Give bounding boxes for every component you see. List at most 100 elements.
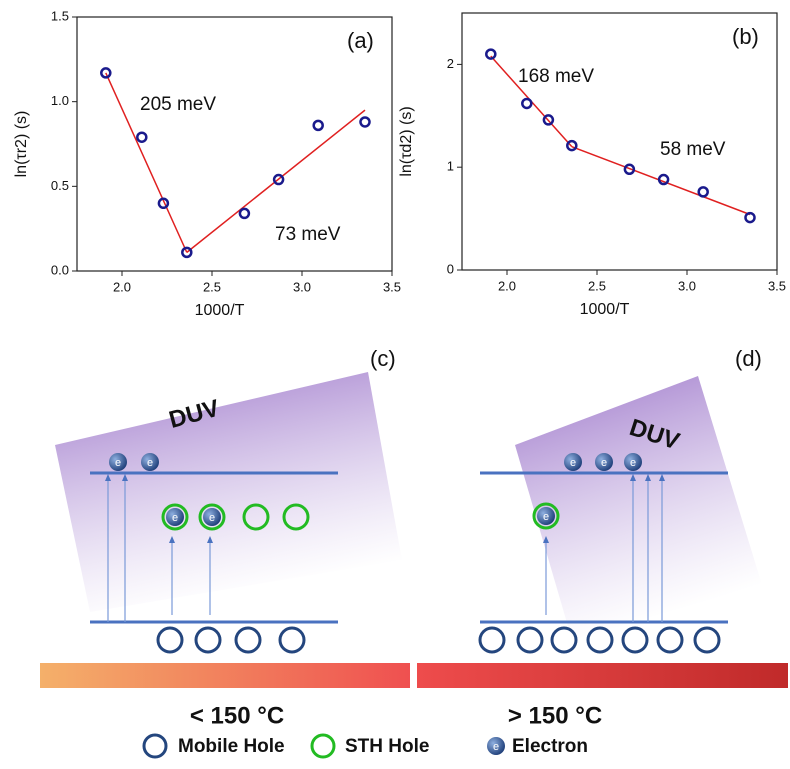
electron-symbol: e xyxy=(115,457,121,469)
data-point xyxy=(657,173,670,186)
duv-beam xyxy=(515,376,762,640)
legend-sth-hole xyxy=(310,733,336,759)
mobile-hole xyxy=(234,626,262,654)
x-tick-label: 3.0 xyxy=(293,279,311,294)
panel-label: (d) xyxy=(735,346,762,371)
sth-hole xyxy=(282,503,310,531)
mobile-hole xyxy=(693,626,721,654)
data-point xyxy=(744,211,756,224)
x-tick-label: 2.5 xyxy=(588,278,606,293)
annotation: 168 meV xyxy=(518,66,594,87)
duv-beam xyxy=(55,372,402,612)
mobile-hole xyxy=(586,626,614,654)
data-point xyxy=(312,119,324,132)
electron-symbol: e xyxy=(570,457,576,469)
data-point xyxy=(136,131,148,143)
data-point xyxy=(272,173,285,186)
fit-line xyxy=(105,72,188,253)
x-tick-label: 2.0 xyxy=(113,279,131,294)
electron xyxy=(203,508,221,526)
annotation: 73 meV xyxy=(275,224,341,245)
sth-hole xyxy=(161,503,189,531)
mobile-hole xyxy=(194,626,222,654)
temperature-bar xyxy=(40,663,410,688)
data-point xyxy=(157,197,170,210)
arrow-head xyxy=(207,536,213,543)
y-axis-label: ln(τr2) (s) xyxy=(13,111,30,178)
mobile-hole xyxy=(156,626,184,654)
fit-line xyxy=(571,145,751,216)
panel-label: (b) xyxy=(732,24,759,49)
y-tick-label: 1.0 xyxy=(51,93,69,108)
x-tick-label: 3.5 xyxy=(768,278,786,293)
electron-symbol: e xyxy=(209,512,215,524)
arrow-head xyxy=(122,474,128,481)
electron xyxy=(595,453,613,471)
legend-label: STH Hole xyxy=(345,736,429,757)
electron xyxy=(537,507,555,525)
data-point xyxy=(100,67,112,79)
legend-mobile-hole xyxy=(142,733,168,759)
legend-label: Mobile Hole xyxy=(178,736,285,757)
electron xyxy=(109,453,127,471)
arrow-head xyxy=(543,536,549,543)
arrow-head xyxy=(105,474,111,481)
sth-hole xyxy=(198,503,226,531)
arrow-head xyxy=(659,474,665,481)
arrow-head xyxy=(630,474,636,481)
y-tick-label: 0.5 xyxy=(51,178,69,193)
x-tick-label: 2.5 xyxy=(203,279,221,294)
legend-electron xyxy=(487,737,505,755)
x-tick-label: 3.0 xyxy=(678,278,696,293)
plot-frame xyxy=(461,12,778,271)
x-axis-label: 1000/T xyxy=(195,302,245,319)
mobile-hole xyxy=(550,626,578,654)
legend-label: Electron xyxy=(512,736,588,757)
electron-symbol: e xyxy=(630,457,636,469)
y-axis-label: ln(τd2) (s) xyxy=(398,106,415,176)
arrow-head xyxy=(169,536,175,543)
annotation: 205 meV xyxy=(140,94,216,115)
electron xyxy=(564,453,582,471)
electron-symbol: e xyxy=(172,512,178,524)
panel-label: (c) xyxy=(370,346,396,371)
electron-symbol: e xyxy=(493,741,499,753)
y-tick-label: 0.0 xyxy=(51,262,69,277)
y-tick-label: 1 xyxy=(447,159,454,174)
mobile-hole xyxy=(516,626,544,654)
y-tick-label: 1.5 xyxy=(51,8,69,23)
fit-line xyxy=(186,109,366,253)
electron xyxy=(624,453,642,471)
electron-symbol: e xyxy=(601,457,607,469)
temperature-label: < 150 °C xyxy=(190,702,284,729)
mobile-hole xyxy=(278,626,306,654)
data-point xyxy=(238,207,251,220)
data-point xyxy=(521,97,533,110)
x-tick-label: 2.0 xyxy=(498,278,516,293)
panel-label: (a) xyxy=(347,28,374,53)
mobile-hole xyxy=(656,626,684,654)
arrow-head xyxy=(645,474,651,481)
temperature-bar xyxy=(417,663,788,688)
electron xyxy=(166,508,184,526)
y-tick-label: 0 xyxy=(447,261,454,276)
sth-hole xyxy=(242,503,270,531)
mobile-hole xyxy=(621,626,649,654)
mobile-hole xyxy=(478,626,506,654)
electron xyxy=(141,453,159,471)
y-tick-label: 2 xyxy=(447,56,454,71)
sth-hole xyxy=(532,502,560,530)
plot-frame xyxy=(76,16,393,272)
data-point xyxy=(566,139,578,152)
electron-symbol: e xyxy=(147,457,153,469)
x-tick-label: 3.5 xyxy=(383,279,401,294)
data-point xyxy=(485,48,497,60)
electron-symbol: e xyxy=(543,511,549,523)
data-point xyxy=(623,163,636,176)
x-axis-label: 1000/T xyxy=(580,301,630,318)
data-point xyxy=(181,246,193,259)
data-point xyxy=(542,114,555,126)
data-point xyxy=(697,186,709,198)
temperature-label: > 150 °C xyxy=(508,702,602,729)
